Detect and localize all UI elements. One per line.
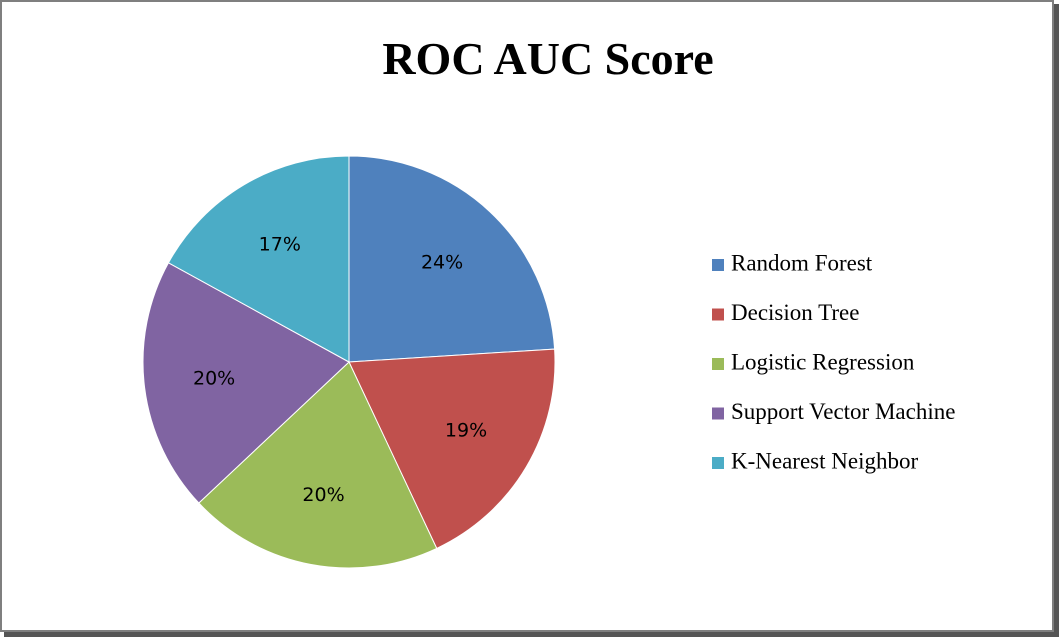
legend-label: Random Forest [731, 250, 873, 275]
legend-label: Logistic Regression [731, 349, 915, 374]
data-label: 20% [193, 368, 235, 390]
shadow [1054, 4, 1059, 634]
pie-slice [198, 361, 438, 569]
data-label: 19% [445, 420, 487, 442]
legend-label: K-Nearest Neighbor [731, 448, 918, 473]
data-label: 17% [259, 233, 301, 255]
legend-swatch [712, 457, 724, 469]
shadow [4, 632, 1059, 637]
legend-label: Support Vector Machine [731, 399, 955, 424]
pie-slice [167, 155, 350, 363]
legend-swatch [712, 407, 724, 420]
chart-title: ROC AUC Score [382, 33, 713, 84]
pie-slice [142, 262, 350, 504]
data-label: 24% [421, 251, 463, 273]
data-label: 20% [302, 484, 344, 506]
legend-label: Decision Tree [731, 300, 859, 325]
pie-slice [348, 348, 556, 550]
legend-swatch [712, 358, 724, 370]
legend-swatch [712, 308, 724, 321]
pie-slice [348, 155, 556, 363]
legend-swatch [712, 259, 724, 271]
